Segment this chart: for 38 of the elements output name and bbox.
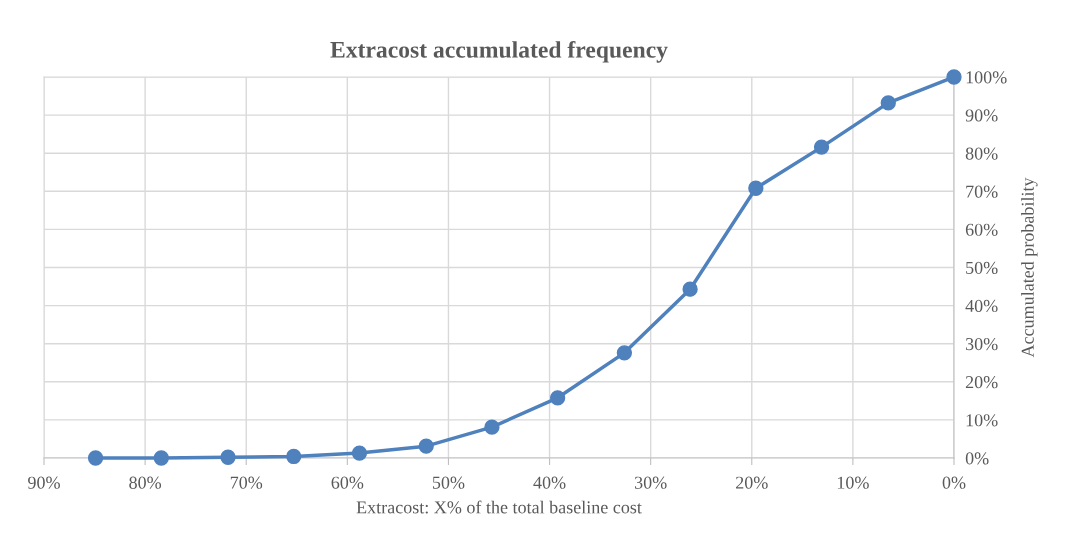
y-tick-label: 30% [965,337,998,351]
x-tick-label: 0% [942,476,966,489]
point [351,445,368,461]
y-tick-label: 50% [966,261,998,274]
chart-title: Extracost accumulated frequency [330,40,668,63]
x-tick-label: 70% [230,476,263,489]
y-tick-label: 10% [966,414,998,427]
x-tick-label: 90% [28,476,60,489]
y-tick-label: 100% [966,71,1007,84]
y-tick-label: 60% [965,223,998,236]
y-tick-label: 70% [966,185,998,198]
x-tick-label: 40% [533,476,566,489]
point [87,450,104,466]
x-tick-label: 80% [129,476,162,489]
y-tick-label: 90% [965,109,998,122]
point [748,180,764,196]
y-tick-label: 40% [965,299,998,313]
point [616,345,633,361]
point [682,281,698,297]
point [550,390,566,406]
x-tick-label: 20% [736,476,768,489]
y-tick-label: 80% [965,147,998,160]
x-tick-label: 60% [331,476,364,489]
point [880,95,896,111]
x-tick-label: 50% [432,476,465,489]
x-axis-title: Extracost: X% of the total baseline cost [356,500,642,514]
point [418,438,434,454]
point [484,419,500,435]
point [946,69,962,85]
x-tick-label: 30% [634,476,667,489]
point [220,449,236,465]
y-tick-label: 20% [965,376,998,389]
y-tick-label: 0% [965,452,989,465]
point [153,450,169,466]
point [286,448,302,465]
y-axis-title: Accumulated probability [1021,177,1038,358]
point [813,139,830,155]
x-tick-label: 10% [837,476,869,489]
